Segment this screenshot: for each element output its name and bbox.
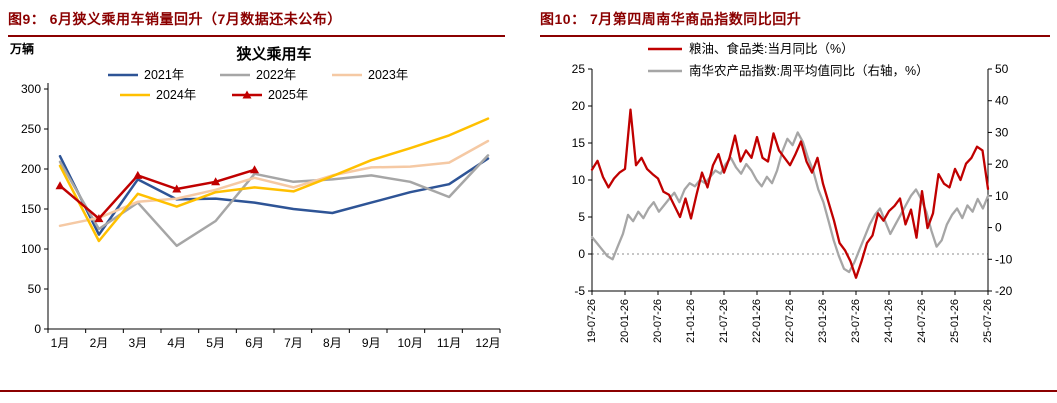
svg-text:5: 5 [578, 210, 585, 224]
svg-text:21-01-26: 21-01-26 [685, 299, 697, 343]
svg-text:40: 40 [995, 94, 1009, 108]
svg-text:19-07-26: 19-07-26 [586, 299, 598, 343]
svg-text:24-07-26: 24-07-26 [916, 299, 928, 343]
svg-text:南华农产品指数:周平均值同比（右轴，%）: 南华农产品指数:周平均值同比（右轴，%） [689, 63, 929, 78]
svg-text:-5: -5 [574, 284, 585, 298]
svg-text:-10: -10 [995, 252, 1013, 266]
svg-text:2月: 2月 [90, 336, 109, 350]
svg-text:狭义乘用车: 狭义乘用车 [235, 45, 311, 63]
svg-text:2025年: 2025年 [268, 88, 308, 102]
svg-text:2023年: 2023年 [368, 68, 408, 82]
svg-text:粮油、食品类:当月同比（%）: 粮油、食品类:当月同比（%） [689, 41, 854, 56]
svg-text:22-07-26: 22-07-26 [784, 299, 796, 343]
svg-text:250: 250 [21, 122, 41, 136]
svg-text:0: 0 [578, 247, 585, 261]
bottom-divider [0, 390, 1057, 392]
figure9-passenger-car-sales-line-chart: 万辆 狭义乘用车 2021年 2022年 2023年 2024年 2025年 0 50 100 15… [9, 41, 501, 350]
svg-text:23-07-26: 23-07-26 [850, 299, 862, 343]
svg-text:23-01-26: 23-01-26 [817, 299, 829, 343]
svg-text:10: 10 [995, 189, 1009, 203]
svg-text:2022年: 2022年 [256, 68, 296, 82]
svg-text:20: 20 [572, 99, 586, 113]
svg-text:6月: 6月 [245, 336, 264, 350]
figure9-heading: 图9： 6月狭义乘用车销量回升（7月数据还未公布） [8, 6, 505, 37]
figure10-panel: 图10： 7月第四周南华商品指数同比回升 粮油、食品类:当月同比（%） 南华农产品… [540, 6, 1050, 387]
svg-text:2024年: 2024年 [156, 88, 196, 102]
svg-text:21-07-26: 21-07-26 [718, 299, 730, 343]
svg-text:50: 50 [28, 282, 42, 296]
svg-text:300: 300 [21, 82, 41, 96]
svg-text:100: 100 [21, 242, 41, 256]
svg-text:20-01-26: 20-01-26 [619, 299, 631, 343]
svg-text:7月: 7月 [284, 336, 303, 350]
svg-text:200: 200 [21, 162, 41, 176]
figure10-heading: 图10： 7月第四周南华商品指数同比回升 [540, 6, 1050, 37]
svg-text:0: 0 [34, 322, 41, 336]
svg-text:24-01-26: 24-01-26 [883, 299, 895, 343]
svg-text:15: 15 [572, 136, 586, 150]
svg-text:8月: 8月 [323, 336, 342, 350]
svg-text:10月: 10月 [398, 336, 423, 350]
figure9-panel: 图9： 6月狭义乘用车销量回升（7月数据还未公布） 万辆 狭义乘用车 2021年 20… [8, 6, 505, 381]
figure10-commodity-index-line-chart: 粮油、食品类:当月同比（%） 南华农产品指数:周平均值同比（右轴，%） -5 0 5 10… [572, 41, 1013, 343]
svg-text:1月: 1月 [51, 336, 70, 350]
svg-text:-20: -20 [995, 284, 1013, 298]
svg-text:25: 25 [572, 62, 586, 76]
svg-text:12月: 12月 [475, 336, 500, 350]
svg-text:万辆: 万辆 [9, 41, 34, 56]
svg-text:10: 10 [572, 173, 586, 187]
svg-text:11月: 11月 [437, 336, 461, 350]
svg-text:9月: 9月 [362, 336, 381, 350]
svg-text:150: 150 [21, 202, 41, 216]
svg-text:20: 20 [995, 157, 1009, 171]
svg-text:30: 30 [995, 125, 1009, 139]
svg-text:5月: 5月 [206, 336, 225, 350]
svg-text:20-07-26: 20-07-26 [652, 299, 664, 343]
svg-text:25-01-26: 25-01-26 [949, 299, 961, 343]
svg-text:3月: 3月 [128, 336, 147, 350]
svg-text:2021年: 2021年 [144, 68, 184, 82]
svg-text:25-07-26: 25-07-26 [982, 299, 994, 343]
svg-text:4月: 4月 [167, 336, 186, 350]
svg-text:50: 50 [995, 62, 1009, 76]
svg-text:22-01-26: 22-01-26 [751, 299, 763, 343]
svg-text:0: 0 [995, 221, 1002, 235]
